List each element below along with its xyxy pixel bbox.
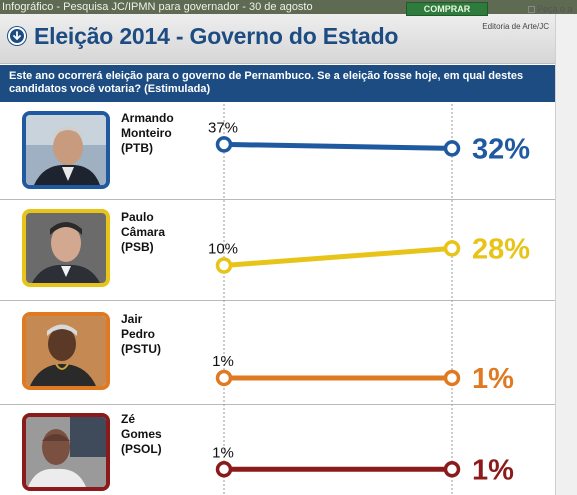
arrow-down-icon xyxy=(8,27,26,45)
candidate-name-armando-monteiro: Armando Monteiro (PTB) xyxy=(121,111,174,155)
data-point-start-paulo-camara-psb xyxy=(215,257,233,274)
data-label-end-jair-pedro-pstu: 1% xyxy=(472,363,514,395)
data-label-end-paulo-camara-psb: 28% xyxy=(472,233,530,265)
candidate-name-ze-gomes: Zé Gomes (PSOL) xyxy=(121,412,162,456)
chart-canvas: 37% 32% 10% 28% 1% 1% 1% 1% xyxy=(208,104,530,495)
buy-button[interactable]: COMPRAR xyxy=(406,2,488,16)
data-point-end-ze-gomes-psol xyxy=(443,461,461,478)
data-label-start-paulo-camara-psb: 10% xyxy=(208,241,238,258)
candidate-photo-jair-pedro xyxy=(22,312,110,390)
row-divider xyxy=(0,404,555,405)
candidate-photo-ze-gomes xyxy=(22,413,110,491)
data-label-end-ze-gomes-psol: 1% xyxy=(472,454,514,486)
series-layer: 37% 32% 10% 28% 1% 1% 1% 1% xyxy=(208,119,530,486)
candidate-photo-paulo-camara xyxy=(22,209,110,287)
row-divider xyxy=(0,300,555,301)
candidate-photo-armando-monteiro xyxy=(22,111,110,189)
credit-label: Editoria de Arte/JC xyxy=(482,22,549,31)
scrollbar[interactable] xyxy=(555,14,577,495)
data-point-end-paulo-camara-psb xyxy=(443,240,461,257)
row-divider xyxy=(0,199,555,200)
data-point-start-jair-pedro-pstu xyxy=(215,369,233,387)
data-point-end-armando-monteiro-ptb xyxy=(443,140,461,157)
data-label-start-ze-gomes-psol: 1% xyxy=(212,444,234,461)
data-label-end-armando-monteiro-ptb: 32% xyxy=(472,133,530,165)
side-link[interactable]: Peça o a xyxy=(528,4,573,14)
data-label-start-armando-monteiro-ptb: 37% xyxy=(208,119,238,136)
data-point-start-ze-gomes-psol xyxy=(215,461,233,478)
question-text: Este ano ocorrerá eleição para o governo… xyxy=(0,65,555,102)
data-label-start-jair-pedro-pstu: 1% xyxy=(212,353,234,370)
series-line-armando-monteiro-ptb xyxy=(221,141,455,151)
data-point-end-jair-pedro-pstu xyxy=(443,369,461,387)
checkbox-icon xyxy=(528,6,535,13)
data-point-start-armando-monteiro-ptb xyxy=(215,136,233,153)
candidate-name-paulo-camara: Paulo Câmara (PSB) xyxy=(121,210,166,254)
window-title: Infográfico - Pesquisa JC/IPMN para gove… xyxy=(2,1,313,13)
side-link-label: Peça o a xyxy=(537,4,573,14)
infographic-header: Eleição 2014 - Governo do Estado Editori… xyxy=(0,14,555,64)
series-line-paulo-camara-psb xyxy=(221,245,455,268)
candidate-name-jair-pedro: Jair Pedro (PSTU) xyxy=(121,312,161,356)
page-title: Eleição 2014 - Governo do Estado xyxy=(34,23,399,49)
